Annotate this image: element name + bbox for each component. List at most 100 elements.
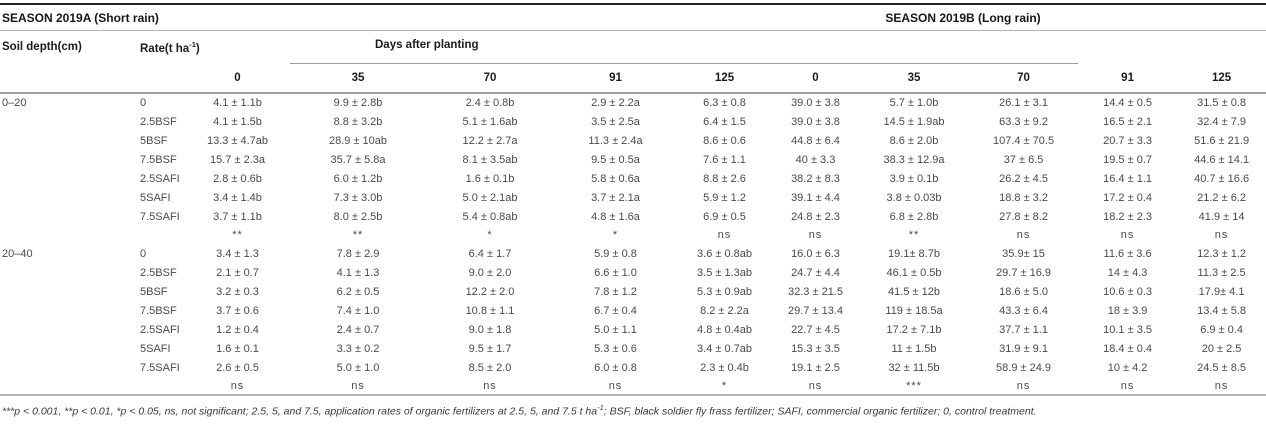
value-cell: 3.8 ± 0.03b: [886, 191, 942, 204]
value-cell: 29.7 ± 16.9: [996, 266, 1052, 279]
value-cell: 5.3 ± 0.6: [594, 342, 637, 355]
value-cell: 3.5 ± 2.5a: [591, 115, 640, 128]
table-row: 2.5SAFI 2.8 ± 0.6b 6.0 ± 1.2b 1.6 ± 0.1b 5.8…: [0, 169, 1266, 188]
value-cell: 19.1 ± 2.5: [791, 361, 840, 374]
value-cell: 5.0 ± 1.0: [336, 361, 380, 374]
value-cell: 9.5 ± 0.5a: [591, 153, 640, 166]
significance-cell: ns: [351, 379, 365, 392]
rate-header-close: ): [195, 42, 200, 55]
soil-depth-cell: [0, 169, 135, 188]
spacer-cell: [0, 63, 135, 94]
days-after-planting-header: Days after planting: [290, 31, 1079, 64]
significance-cell: *: [612, 229, 619, 241]
value-cell: 18.2 ± 2.3: [1103, 210, 1152, 223]
value-cell: 26.1 ± 3.1: [999, 97, 1048, 109]
value-cell: 26.2 ± 4.5: [999, 172, 1048, 185]
value-cell: 8.8 ± 3.2b: [333, 115, 383, 128]
value-cell: 14.4 ± 0.5: [1103, 97, 1152, 109]
value-cell: 10.6 ± 0.3: [1103, 285, 1152, 298]
soil-depth-cell: [0, 358, 135, 377]
value-cell: 4.8 ± 1.6a: [591, 210, 640, 223]
day-column-header: 91: [1078, 63, 1178, 94]
value-cell: 16.4 ± 1.1: [1103, 172, 1152, 185]
value-cell: 9.0 ± 2.0: [468, 266, 512, 279]
value-cell: 5.0 ± 2.1ab: [462, 191, 518, 204]
table-row: 7.5SAFI 3.7 ± 1.1b 8.0 ± 2.5b 5.4 ± 0.8ab 4.…: [0, 207, 1266, 226]
value-cell: 35.9± 15: [1002, 247, 1045, 260]
value-cell: 3.4 ± 1.3: [216, 247, 259, 260]
value-cell: 7.3 ± 3.0b: [333, 191, 383, 204]
value-cell: 3.7 ± 2.1a: [591, 191, 640, 204]
value-cell: 6.7 ± 0.4: [594, 304, 637, 317]
soil-depth-cell: [0, 131, 135, 150]
significance-cell: ns: [1120, 229, 1135, 241]
table-footnote: ***p < 0.001, **p < 0.01, *p < 0.05, ns,…: [0, 403, 1266, 418]
value-cell: 17.2 ± 7.1b: [886, 323, 942, 336]
value-cell: 8.8 ± 2.6: [703, 172, 746, 185]
value-cell: 24.8 ± 2.3: [791, 210, 840, 223]
value-cell: 6.9 ± 0.5: [703, 210, 746, 223]
soil-depth-cell: 20–40: [2, 247, 33, 260]
rate-cell: 7.5BSF: [140, 304, 177, 317]
value-cell: 22.7 ± 4.5: [791, 323, 840, 336]
day-column-header: 35: [290, 63, 426, 94]
value-cell: 2.3 ± 0.4b: [700, 361, 749, 374]
day-column-header: 0: [772, 63, 859, 94]
value-cell: 8.6 ± 2.0b: [889, 134, 939, 147]
soil-depth-cell: [0, 150, 135, 169]
value-cell: 5.7 ± 1.0b: [889, 97, 939, 109]
value-cell: 17.2 ± 0.4: [1103, 191, 1152, 204]
significance-cell: ns: [808, 379, 823, 392]
value-cell: 15.3 ± 3.5: [791, 342, 840, 355]
value-cell: 2.8 ± 0.6b: [213, 172, 262, 185]
value-cell: 39.1 ± 4.4: [791, 191, 840, 204]
value-cell: 51.6 ± 21.9: [1194, 134, 1250, 147]
rate-cell: 2.5SAFI: [140, 323, 180, 336]
value-cell: 4.1 ± 1.1b: [213, 97, 262, 109]
value-cell: 40 ± 3.3: [795, 153, 836, 166]
value-cell: 7.8 ± 1.2: [594, 285, 637, 298]
day-column-header: 35: [859, 63, 969, 94]
value-cell: 19.5 ± 0.7: [1103, 153, 1152, 166]
table-row: 5SAFI 3.4 ± 1.4b 7.3 ± 3.0b 5.0 ± 2.1ab 3.7 …: [0, 188, 1266, 207]
table-row: 2.5SAFI 1.2 ± 0.4 2.4 ± 0.7 9.0 ± 1.8 5.0 ± …: [0, 320, 1266, 339]
table-row: 2.5BSF 2.1 ± 0.7 4.1 ± 1.3 9.0 ± 2.0 6.6 ± 1…: [0, 263, 1266, 282]
value-cell: 7.8 ± 2.9: [336, 247, 380, 260]
rate-cell: 7.5SAFI: [140, 361, 180, 374]
value-cell: 37.7 ± 1.1: [999, 323, 1048, 336]
value-cell: 32.3 ± 21.5: [788, 285, 843, 298]
significance-cell: ns: [1120, 379, 1135, 392]
value-cell: 3.4 ± 0.7ab: [697, 342, 752, 355]
value-cell: 20.7 ± 3.3: [1103, 134, 1152, 147]
value-cell: 39.0 ± 3.8: [791, 97, 840, 109]
value-cell: 20 ± 2.5: [1201, 342, 1242, 355]
rate-cell: 7.5BSF: [140, 153, 177, 166]
value-cell: 29.7 ± 13.4: [788, 304, 843, 317]
season-header-row: SEASON 2019A (Short rain) SEASON 2019B (…: [0, 3, 1266, 31]
value-cell: 119 ± 18.5a: [885, 304, 943, 317]
value-cell: 9.5 ± 1.7: [468, 342, 512, 355]
value-cell: 1.2 ± 0.4: [216, 323, 259, 336]
table-row: 2.5BSF 4.1 ± 1.5b 8.8 ± 3.2b 5.1 ± 1.6ab 3.5…: [0, 112, 1266, 131]
value-cell: 2.4 ± 0.7: [336, 323, 380, 336]
value-cell: 5.3 ± 0.9ab: [697, 285, 752, 298]
soil-depth-cell: 0–20: [2, 97, 27, 109]
table-row: 5BSF 3.2 ± 0.3 6.2 ± 0.5 12.2 ± 2.0 7.8 ± 1.…: [0, 282, 1266, 301]
significance-cell: ns: [808, 229, 823, 241]
value-cell: 3.2 ± 0.3: [216, 285, 259, 298]
value-cell: 35.7 ± 5.8a: [330, 153, 386, 166]
table-row: 5SAFI 1.6 ± 0.1 3.3 ± 0.2 9.5 ± 1.7 5.3 ± 0.…: [0, 339, 1266, 358]
value-cell: 16.5 ± 2.1: [1103, 115, 1152, 128]
value-cell: 10.1 ± 3.5: [1103, 323, 1152, 336]
table-row: 0–20 0 4.1 ± 1.1b 9.9 ± 2.8b 2.4 ± 0.8b 2.9 ±…: [0, 93, 1266, 112]
value-cell: 6.2 ± 0.5: [336, 285, 380, 298]
value-cell: 11.3 ± 2.4a: [588, 134, 643, 147]
rate-cell: 5SAFI: [140, 191, 171, 204]
soil-depth-cell: [0, 339, 135, 358]
soil-depth-cell: [0, 301, 135, 320]
value-cell: 63.3 ± 9.2: [999, 115, 1048, 128]
rate-cell: 5BSF: [140, 134, 168, 147]
value-cell: 15.7 ± 2.3a: [210, 153, 265, 166]
rate-cell: 0: [140, 247, 147, 260]
value-cell: 7.4 ± 1.0: [336, 304, 380, 317]
